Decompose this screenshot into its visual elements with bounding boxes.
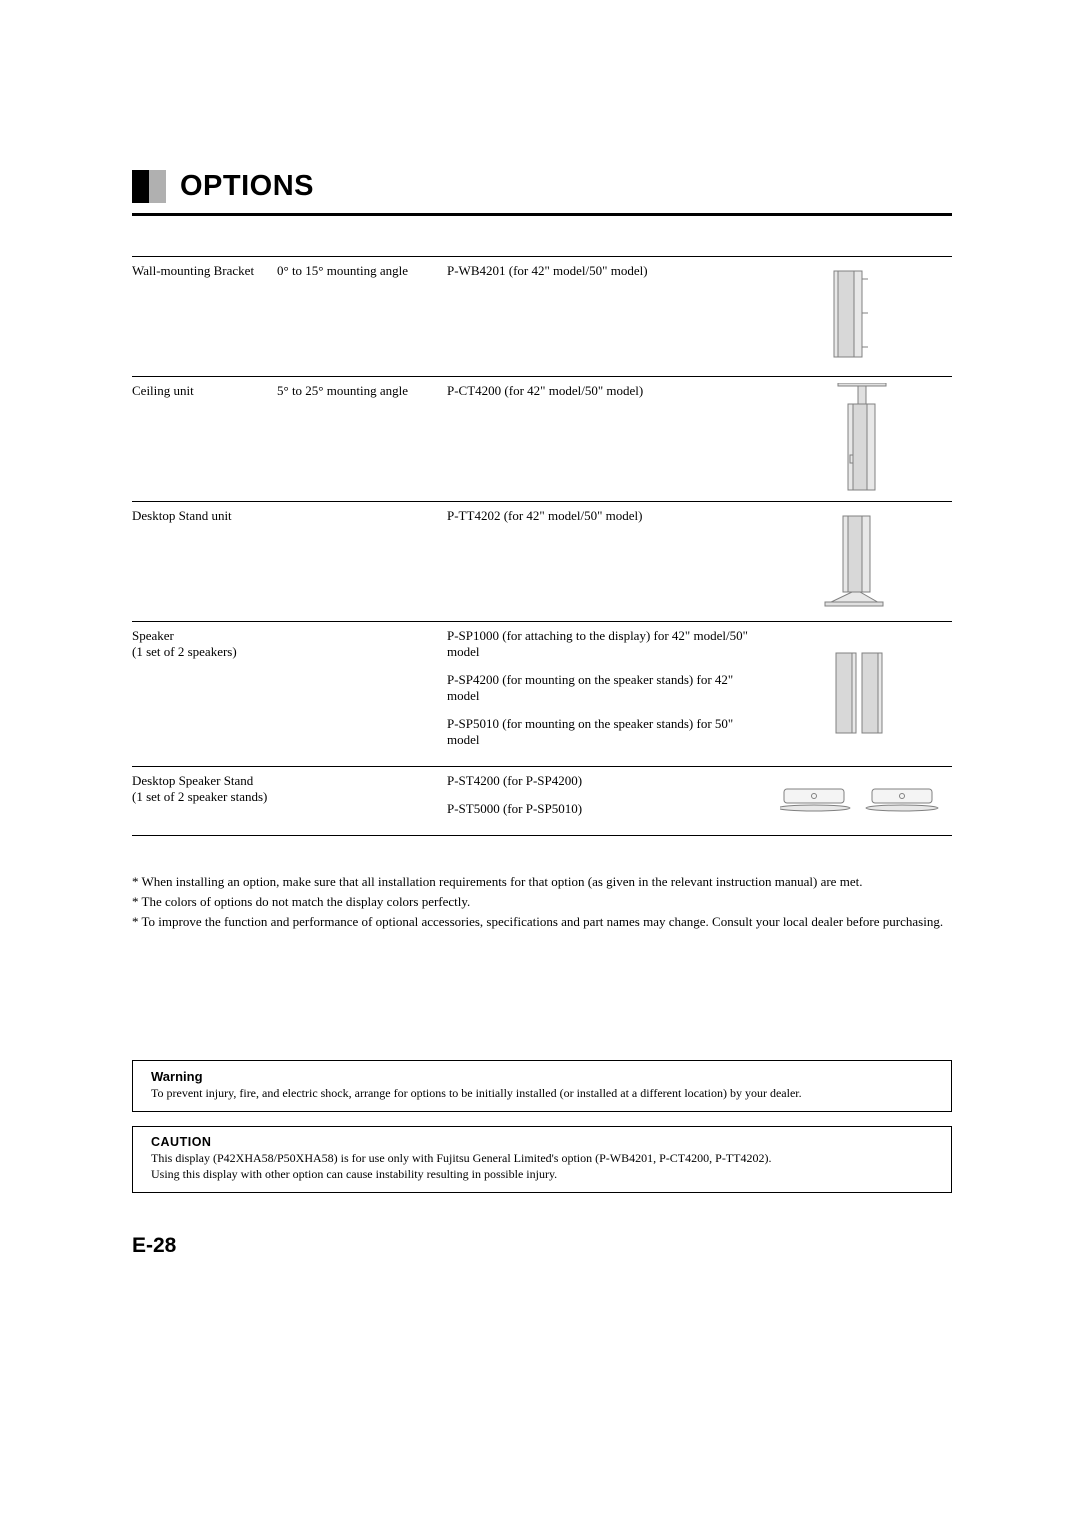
option-illustration [767,383,952,495]
warning-text: To prevent injury, fire, and electric sh… [151,1086,933,1101]
page-content: OPTIONS Wall-mounting Bracket 0° to 15° … [132,170,952,1193]
page-number: E-28 [132,1234,176,1258]
option-model-text: P-ST4200 (for P-SP4200) [447,773,761,789]
table-bottom-border [132,835,952,836]
speaker-icon [832,651,888,737]
option-model-text: P-CT4200 (for 42" model/50" model) [447,383,761,399]
option-model-text: P-SP4200 (for mounting on the speaker st… [447,672,761,704]
option-row-wall-bracket: Wall-mounting Bracket 0° to 15° mounting… [132,256,952,376]
wall-bracket-icon [830,269,890,364]
option-name-text: Ceiling unit [132,383,194,398]
option-row-desktop-stand: Desktop Stand unit P-TT4202 (for 42" mod… [132,501,952,621]
option-spec: 5° to 25° mounting angle [277,383,447,495]
caution-text-2: Using this display with other option can… [151,1167,933,1183]
note-item: * The colors of options do not match the… [132,894,952,910]
desktop-stand-icon [815,514,905,609]
option-name: Desktop Speaker Stand (1 set of 2 speake… [132,773,277,829]
marker-black-bar [132,170,149,203]
option-model-text: P-TT4202 (for 42" model/50" model) [447,508,761,524]
option-illustration [767,263,952,370]
option-model: P-ST4200 (for P-SP4200) P-ST5000 (for P-… [447,773,767,829]
warning-box: Warning To prevent injury, fire, and ele… [132,1060,952,1112]
note-item: * To improve the function and performanc… [132,914,952,930]
option-model: P-TT4202 (for 42" model/50" model) [447,508,767,615]
caution-title: CAUTION [151,1135,933,1149]
option-row-ceiling: Ceiling unit 5° to 25° mounting angle P-… [132,376,952,501]
section-title: OPTIONS [180,170,314,203]
note-item: * When installing an option, make sure t… [132,874,952,890]
option-name-sub: (1 set of 2 speaker stands) [132,789,271,805]
option-row-speaker-stand: Desktop Speaker Stand (1 set of 2 speake… [132,766,952,835]
speaker-stand-icon [780,787,940,815]
option-model-text: P-SP5010 (for mounting on the speaker st… [447,716,761,748]
option-spec [277,773,447,829]
option-model-text: P-WB4201 (for 42" model/50" model) [447,263,761,279]
option-model-text: P-SP1000 (for attaching to the display) … [447,628,761,660]
option-illustration [767,773,952,829]
option-illustration [767,508,952,615]
option-name: Speaker (1 set of 2 speakers) [132,628,277,760]
option-name-text: Desktop Stand unit [132,508,232,523]
options-table: Wall-mounting Bracket 0° to 15° mounting… [132,256,952,836]
ceiling-unit-icon [830,383,890,495]
option-name: Desktop Stand unit [132,508,277,615]
warning-title: Warning [151,1069,933,1084]
option-name-text: Desktop Speaker Stand [132,773,271,789]
option-model: P-CT4200 (for 42" model/50" model) [447,383,767,495]
caution-text-1: This display (P42XHA58/P50XHA58) is for … [151,1151,933,1167]
option-model: P-WB4201 (for 42" model/50" model) [447,263,767,370]
caution-box: CAUTION This display (P42XHA58/P50XHA58)… [132,1126,952,1193]
option-spec [277,628,447,760]
option-name-text: Wall-mounting Bracket [132,263,254,278]
option-row-speaker: Speaker (1 set of 2 speakers) P-SP1000 (… [132,621,952,766]
option-name: Ceiling unit [132,383,277,495]
option-name-sub: (1 set of 2 speakers) [132,644,271,660]
option-name: Wall-mounting Bracket [132,263,277,370]
section-header: OPTIONS [132,170,952,216]
section-marker [132,170,166,203]
option-illustration [767,628,952,760]
notes-section: * When installing an option, make sure t… [132,874,952,930]
option-spec [277,508,447,615]
option-spec: 0° to 15° mounting angle [277,263,447,370]
option-model-text: P-ST5000 (for P-SP5010) [447,801,761,817]
option-model: P-SP1000 (for attaching to the display) … [447,628,767,760]
marker-gray-bar [149,170,166,203]
option-name-text: Speaker [132,628,271,644]
